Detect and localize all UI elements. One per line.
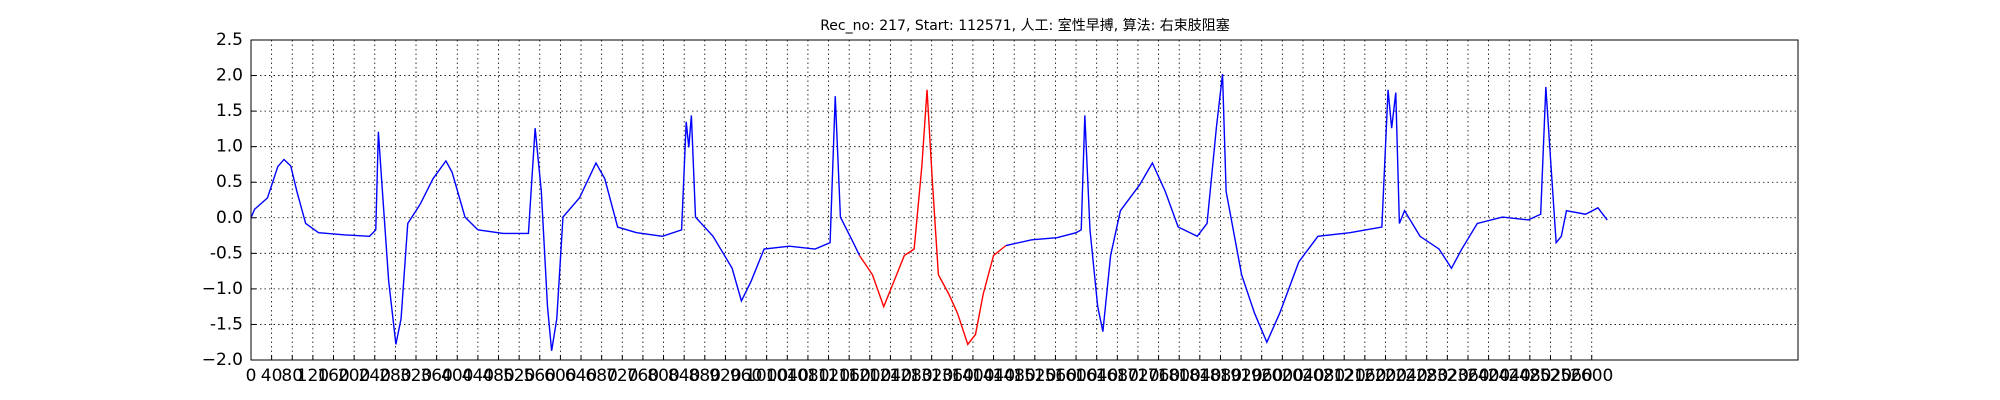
x-tick-label: 2240 bbox=[1384, 366, 1427, 386]
x-tick-label: 40 bbox=[261, 366, 283, 386]
x-tick-label: 1960 bbox=[1240, 366, 1283, 386]
x-tick-label: 2080 bbox=[1302, 366, 1345, 386]
x-tick-label: 80 bbox=[281, 366, 303, 386]
x-tick-label: 160 bbox=[317, 366, 349, 386]
x-tick-label: 1720 bbox=[1116, 366, 1159, 386]
x-tick-label: 680 bbox=[585, 366, 617, 386]
x-tick-label: 440 bbox=[462, 366, 494, 386]
x-tick-label: 240 bbox=[359, 366, 391, 386]
x-tick-label: 1600 bbox=[1054, 366, 1097, 386]
x-tick-label: 2360 bbox=[1446, 366, 1489, 386]
y-tick-label: −2.0 bbox=[202, 350, 243, 370]
x-tick-label: 560 bbox=[524, 366, 556, 386]
x-tick-label: 2400 bbox=[1467, 366, 1510, 386]
x-tick-label: 2000 bbox=[1261, 366, 1304, 386]
x-tick-label: 480 bbox=[482, 366, 514, 386]
x-tick-label: 1640 bbox=[1075, 366, 1118, 386]
x-tick-label: 880 bbox=[689, 366, 721, 386]
y-tick-label: 2.0 bbox=[216, 66, 243, 86]
x-tick-label: 2480 bbox=[1508, 366, 1551, 386]
x-tick-label: 1160 bbox=[828, 366, 871, 386]
y-tick-label: 1.5 bbox=[216, 101, 243, 121]
x-tick-label: 1560 bbox=[1034, 366, 1077, 386]
x-tick-label: 1800 bbox=[1158, 366, 1201, 386]
x-tick-label: 1520 bbox=[1013, 366, 1056, 386]
x-tick-label: 520 bbox=[503, 366, 535, 386]
x-tick-label: 2200 bbox=[1364, 366, 1407, 386]
x-tick-label: 1480 bbox=[993, 366, 1036, 386]
x-tick-label: 2320 bbox=[1426, 366, 1469, 386]
x-tick-label: 800 bbox=[647, 366, 679, 386]
y-tick-label: 0.0 bbox=[216, 208, 243, 228]
y-tick-label: −1.0 bbox=[202, 279, 243, 299]
x-tick-label: 1080 bbox=[786, 366, 829, 386]
x-tick-label: 600 bbox=[544, 366, 576, 386]
x-tick-label: 840 bbox=[668, 366, 700, 386]
signal-line bbox=[858, 89, 1007, 346]
signal-line bbox=[1005, 74, 1608, 344]
x-tick-label: 200 bbox=[338, 366, 370, 386]
x-tick-label: 2560 bbox=[1549, 366, 1592, 386]
x-tick-label: 1840 bbox=[1178, 366, 1221, 386]
chart-title: Rec_no: 217, Start: 112571, 人工: 室性早搏, 算法… bbox=[820, 17, 1230, 34]
x-tick-label: 960 bbox=[730, 366, 762, 386]
x-tick-label: 920 bbox=[709, 366, 741, 386]
x-tick-label: 2520 bbox=[1529, 366, 1572, 386]
x-tick-label: 1320 bbox=[910, 366, 953, 386]
x-tick-label: 2600 bbox=[1570, 366, 1613, 386]
y-tick-label: 0.5 bbox=[216, 172, 243, 192]
x-tick-label: 2040 bbox=[1281, 366, 1324, 386]
y-tick-label: -0.5 bbox=[210, 243, 243, 263]
x-tick-label: 1880 bbox=[1199, 366, 1242, 386]
x-tick-label: 1000 bbox=[745, 366, 788, 386]
x-tick-label: 1920 bbox=[1219, 366, 1262, 386]
x-tick-label: 2280 bbox=[1405, 366, 1448, 386]
x-tick-label: 1400 bbox=[951, 366, 994, 386]
x-tick-label: 2160 bbox=[1343, 366, 1386, 386]
x-tick-label: 640 bbox=[565, 366, 597, 386]
x-tick-label: 720 bbox=[606, 366, 638, 386]
y-tick-label: -1.5 bbox=[210, 314, 243, 334]
x-tick-label: 120 bbox=[297, 366, 329, 386]
x-tick-label: 1200 bbox=[848, 366, 891, 386]
x-tick-label: 400 bbox=[441, 366, 473, 386]
x-tick-label: 2120 bbox=[1323, 366, 1366, 386]
plot-frame bbox=[250, 39, 1799, 361]
y-tick-label: 1.0 bbox=[216, 137, 243, 157]
x-tick-label: 2440 bbox=[1488, 366, 1531, 386]
x-tick-label: 1760 bbox=[1137, 366, 1180, 386]
x-tick-label: 1240 bbox=[869, 366, 912, 386]
x-tick-label: 320 bbox=[400, 366, 432, 386]
x-tick-label: 1280 bbox=[889, 366, 932, 386]
x-tick-label: 1120 bbox=[807, 366, 850, 386]
signal-line bbox=[250, 96, 861, 351]
x-tick-label: 1040 bbox=[766, 366, 809, 386]
x-tick-label: 280 bbox=[379, 366, 411, 386]
x-tick-label: 760 bbox=[627, 366, 659, 386]
y-tick-label: 2.5 bbox=[216, 30, 243, 50]
x-tick-label: 1440 bbox=[972, 366, 1015, 386]
x-tick-label: 1680 bbox=[1096, 366, 1139, 386]
x-tick-label: 360 bbox=[420, 366, 452, 386]
x-tick-label: 1360 bbox=[931, 366, 974, 386]
x-tick-label: 0 bbox=[246, 366, 257, 386]
